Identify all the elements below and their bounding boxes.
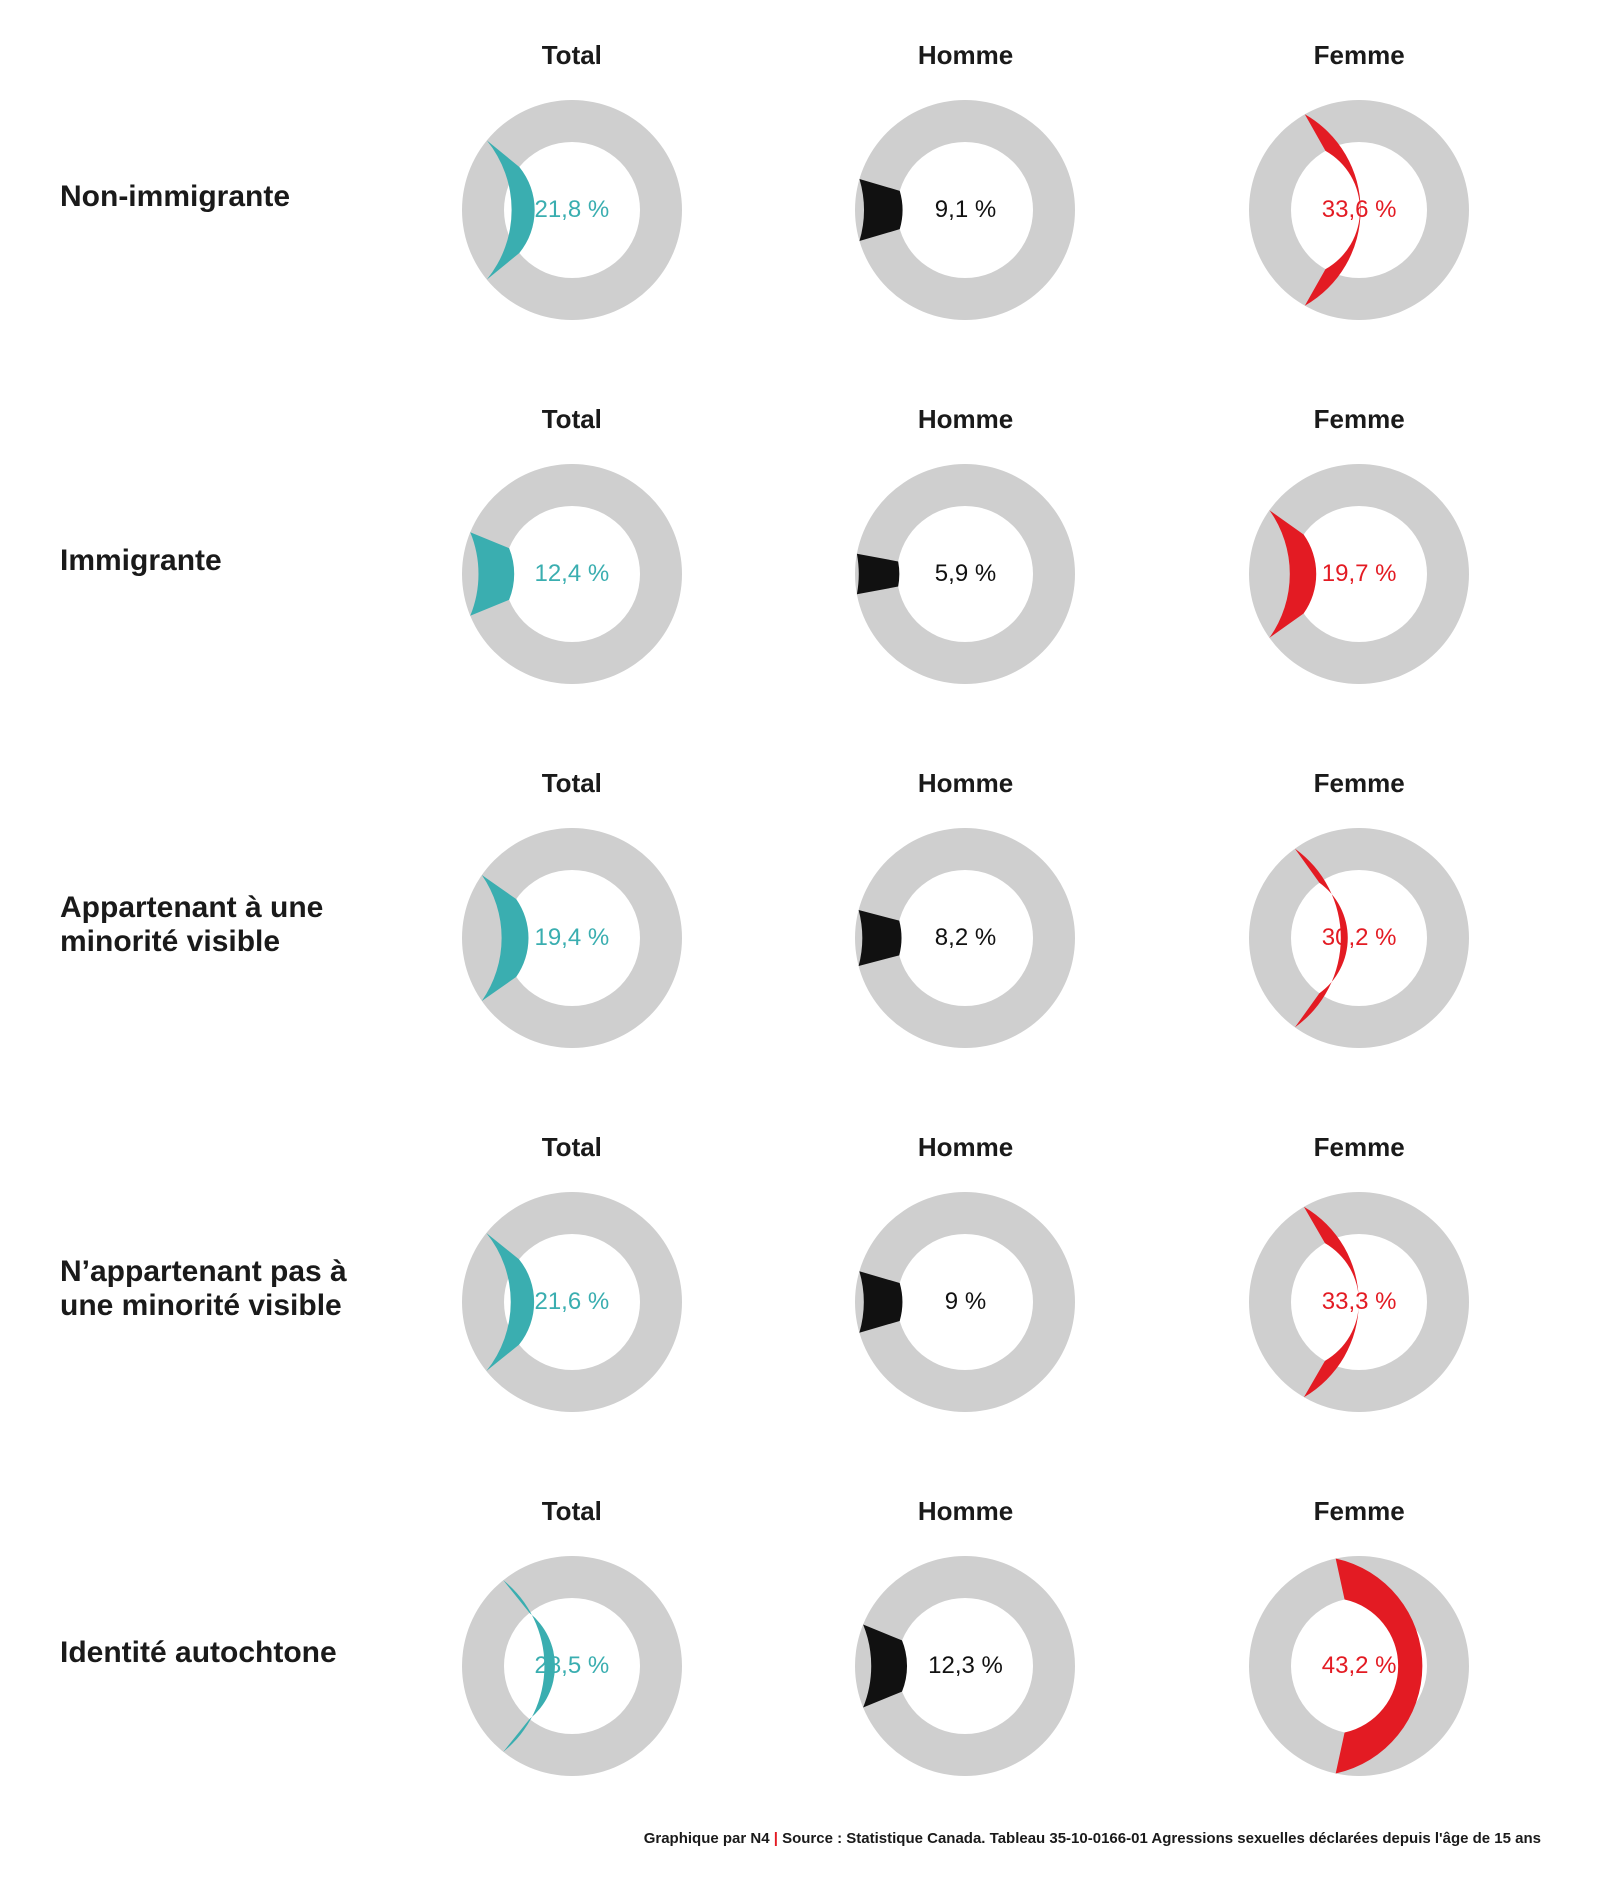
donut-cell: Femme 19,7 % xyxy=(1177,404,1541,718)
footer-separator: | xyxy=(770,1830,783,1847)
column-header: Total xyxy=(542,40,602,71)
donut-cell: Total 19,4 % xyxy=(390,768,754,1082)
column-header: Total xyxy=(542,768,602,799)
donut-cell: Homme 12,3 % xyxy=(784,1496,1148,1810)
column-header: Femme xyxy=(1314,40,1405,71)
footer-prefix: Graphique par N4 xyxy=(644,1830,770,1847)
donut: 43,2 % xyxy=(1234,1541,1484,1791)
donut: 9 % xyxy=(840,1177,1090,1427)
donut-cell: Homme 5,9 % xyxy=(784,404,1148,718)
donut-cell: Homme 9,1 % xyxy=(784,40,1148,354)
donut-cell: Total 21,8 % xyxy=(390,40,754,354)
donut: 33,6 % xyxy=(1234,85,1484,335)
column-header: Homme xyxy=(918,768,1013,799)
donut-cell: Femme 43,2 % xyxy=(1177,1496,1541,1810)
footer-rest: Source : Statistique Canada. Tableau 35-… xyxy=(782,1830,1541,1847)
column-header: Total xyxy=(542,1132,602,1163)
row-label: Immigrante xyxy=(60,404,360,718)
column-header: Total xyxy=(542,1496,602,1527)
donut-value: 33,6 % xyxy=(1322,196,1397,224)
donut: 30,2 % xyxy=(1234,813,1484,1063)
donut: 21,6 % xyxy=(447,1177,697,1427)
donut: 12,4 % xyxy=(447,449,697,699)
column-header: Femme xyxy=(1314,768,1405,799)
donut-value: 33,3 % xyxy=(1322,1288,1397,1316)
column-header: Total xyxy=(542,404,602,435)
row-label: N’appartenant pas à une minorité visible xyxy=(60,1132,360,1446)
row-label: Non-immigrante xyxy=(60,40,360,354)
donut: 19,7 % xyxy=(1234,449,1484,699)
donut-value: 19,7 % xyxy=(1322,560,1397,588)
donut: 5,9 % xyxy=(840,449,1090,699)
donut-cell: Total 21,6 % xyxy=(390,1132,754,1446)
row-label: Appartenant à une minorité visible xyxy=(60,768,360,1082)
donut-value: 9 % xyxy=(945,1288,986,1316)
column-header: Femme xyxy=(1314,404,1405,435)
donut-cell: Total 12,4 % xyxy=(390,404,754,718)
donut-cell: Femme 30,2 % xyxy=(1177,768,1541,1082)
donut-value: 21,8 % xyxy=(534,196,609,224)
donut-cell: Homme 8,2 % xyxy=(784,768,1148,1082)
donut: 12,3 % xyxy=(840,1541,1090,1791)
donut-grid: Non-immigrante Total 21,8 % Homme 9,1 % Femme… xyxy=(60,40,1541,1810)
donut-cell: Femme 33,3 % xyxy=(1177,1132,1541,1446)
donut-value: 21,6 % xyxy=(534,1288,609,1316)
column-header: Femme xyxy=(1314,1132,1405,1163)
donut-value: 43,2 % xyxy=(1322,1652,1397,1680)
row-label: Identité autochtone xyxy=(60,1496,360,1810)
donut: 33,3 % xyxy=(1234,1177,1484,1427)
column-header: Homme xyxy=(918,404,1013,435)
donut-value: 28,5 % xyxy=(534,1652,609,1680)
donut: 28,5 % xyxy=(447,1541,697,1791)
donut-value: 8,2 % xyxy=(935,924,996,952)
donut: 9,1 % xyxy=(840,85,1090,335)
donut-value: 19,4 % xyxy=(534,924,609,952)
donut-value: 5,9 % xyxy=(935,560,996,588)
donut-value: 9,1 % xyxy=(935,196,996,224)
footer-citation: Graphique par N4 | Source : Statistique … xyxy=(60,1830,1541,1847)
donut: 19,4 % xyxy=(447,813,697,1063)
column-header: Homme xyxy=(918,1496,1013,1527)
donut-value: 12,4 % xyxy=(534,560,609,588)
donut-value: 30,2 % xyxy=(1322,924,1397,952)
donut-cell: Total 28,5 % xyxy=(390,1496,754,1810)
donut-cell: Femme 33,6 % xyxy=(1177,40,1541,354)
donut-cell: Homme 9 % xyxy=(784,1132,1148,1446)
column-header: Homme xyxy=(918,1132,1013,1163)
column-header: Homme xyxy=(918,40,1013,71)
column-header: Femme xyxy=(1314,1496,1405,1527)
donut: 8,2 % xyxy=(840,813,1090,1063)
donut: 21,8 % xyxy=(447,85,697,335)
donut-value: 12,3 % xyxy=(928,1652,1003,1680)
